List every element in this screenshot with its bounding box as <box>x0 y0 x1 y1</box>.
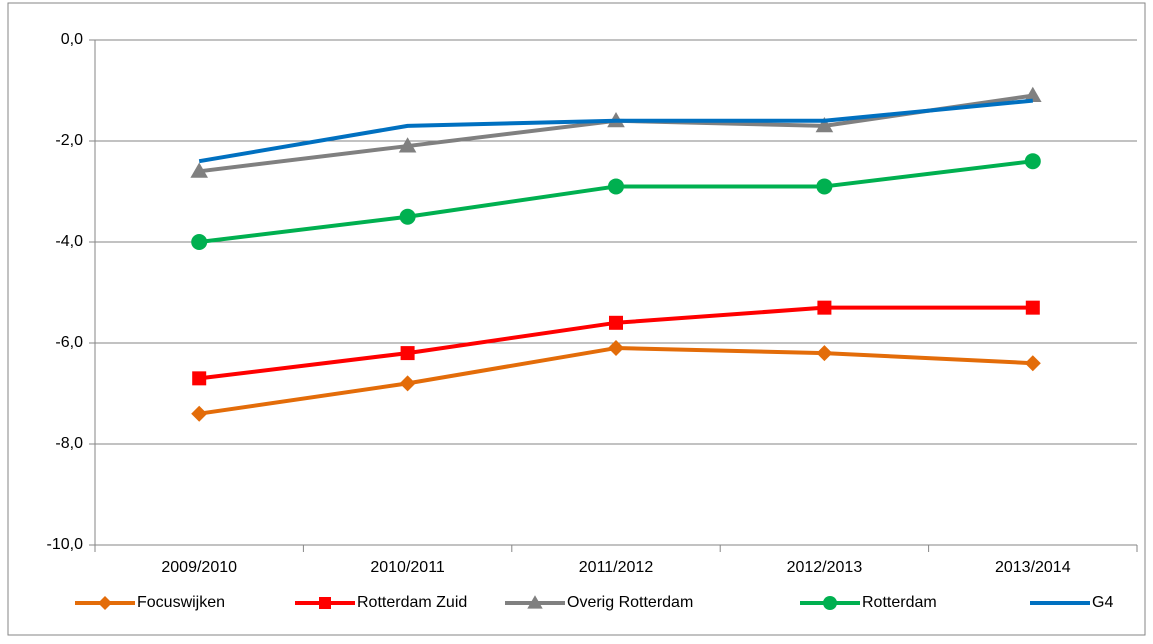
marker <box>192 371 207 386</box>
x-tick-label: 2013/2014 <box>995 559 1071 576</box>
marker <box>190 162 208 178</box>
marker <box>398 137 417 153</box>
x-tick-label: 2011/2012 <box>579 559 654 576</box>
x-tick-label: 2010/2011 <box>370 559 445 576</box>
legend-label: Focuswijken <box>137 594 225 611</box>
marker <box>400 346 415 361</box>
x-tick-label: 2012/2013 <box>787 559 863 576</box>
y-tick-label: -4,0 <box>55 233 83 250</box>
x-tick-label: 2009/2010 <box>161 559 237 576</box>
marker <box>98 596 112 610</box>
marker <box>191 234 208 250</box>
marker <box>1024 153 1041 170</box>
marker <box>319 597 331 609</box>
legend-label: G4 <box>1092 594 1113 611</box>
y-tick-label: -8,0 <box>55 435 83 452</box>
y-tick-label: -6,0 <box>55 334 83 351</box>
marker <box>191 405 208 422</box>
marker <box>823 596 837 610</box>
marker <box>816 345 833 362</box>
marker <box>815 117 834 133</box>
y-tick-label: 0,0 <box>61 31 83 48</box>
legend-label: Overig Rotterdam <box>567 594 693 611</box>
legend-label: Rotterdam Zuid <box>357 594 467 611</box>
marker <box>1025 300 1040 315</box>
marker <box>816 178 833 195</box>
marker <box>609 315 623 330</box>
marker <box>399 208 416 225</box>
marker <box>1024 355 1041 372</box>
chart-border <box>7 2 1146 636</box>
marker <box>608 340 624 357</box>
y-tick-label: -10,0 <box>47 536 84 553</box>
marker <box>817 300 832 315</box>
marker <box>608 178 624 195</box>
line <box>198 98 1033 164</box>
legend-label: Rotterdam <box>862 594 937 611</box>
marker <box>527 595 543 609</box>
marker <box>399 375 416 392</box>
marker <box>1024 86 1042 102</box>
y-tick-label: -2,0 <box>55 132 83 149</box>
